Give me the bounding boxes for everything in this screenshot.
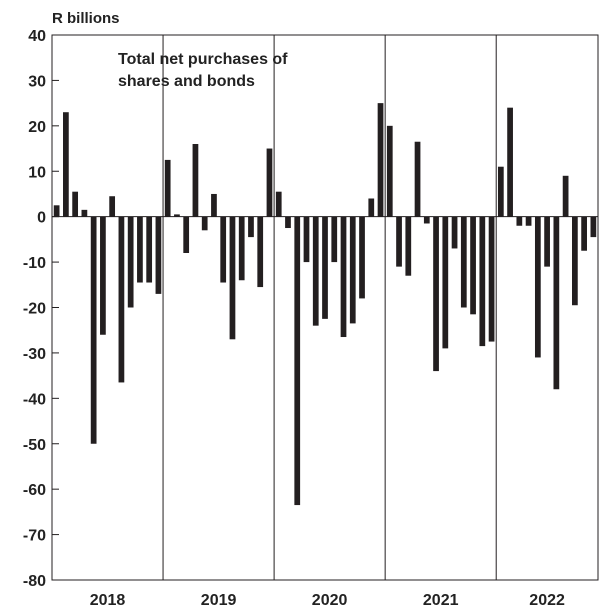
bar (275, 191, 282, 217)
bar (72, 191, 79, 217)
bar (137, 216, 143, 283)
bar (581, 216, 587, 251)
annotation-line-1: Total net purchases of (118, 51, 288, 68)
bar (312, 216, 319, 326)
bar (572, 216, 578, 306)
bar (285, 216, 291, 229)
y-tick-label: -30 (23, 346, 46, 363)
y-tick-label: -40 (23, 391, 46, 408)
y-tick-label: 30 (28, 73, 46, 90)
y-tick-label: 0 (37, 210, 46, 227)
bar (590, 216, 597, 238)
bar (201, 216, 208, 231)
y-tick-label: -20 (23, 301, 46, 318)
bar (303, 216, 310, 263)
bar (544, 216, 550, 267)
y-tick-label: 40 (28, 28, 46, 45)
bar (405, 216, 412, 276)
y-axis-unit-label: R billions (52, 10, 120, 27)
bar (442, 216, 449, 349)
x-year-label: 2019 (201, 592, 237, 609)
bar (562, 175, 569, 217)
x-year-label: 2021 (423, 592, 459, 609)
bar (183, 216, 190, 253)
bar (266, 148, 273, 217)
bar (155, 216, 162, 294)
year-dividers (162, 35, 497, 580)
bar (192, 144, 199, 217)
bar (553, 216, 560, 390)
bar (386, 125, 393, 217)
bar (100, 216, 106, 335)
bar (229, 216, 236, 340)
bar (423, 216, 430, 224)
bar (211, 193, 217, 217)
bar (359, 216, 365, 299)
y-tick-label: 10 (28, 164, 46, 181)
x-year-label: 2018 (90, 592, 126, 609)
bar (368, 198, 375, 217)
bar (294, 216, 301, 506)
bar (470, 216, 476, 315)
x-year-label: 2022 (529, 592, 565, 609)
x-year-labels: 2018 2019 2020 2021 2022 (90, 592, 565, 609)
bar (414, 141, 421, 217)
bar (81, 209, 88, 217)
bar (118, 216, 125, 383)
bar (479, 216, 486, 347)
bar (516, 216, 523, 226)
bar (127, 216, 134, 308)
bar (396, 216, 402, 267)
bar (63, 112, 69, 217)
bar (377, 103, 384, 217)
bar (174, 214, 180, 217)
y-tick-labels: 40 30 20 10 0 -10 -20 -30 -40 -50 -60 -70 -80 (23, 28, 46, 590)
x-year-label: 2020 (312, 592, 348, 609)
bar (488, 216, 495, 342)
y-tick-label: 20 (28, 119, 46, 136)
annotation-line-2: shares and bonds (118, 73, 255, 90)
y-tick-label: -10 (23, 255, 46, 272)
bar (331, 216, 338, 263)
y-tick-label: -70 (23, 528, 46, 545)
bar (460, 216, 467, 308)
bar (525, 216, 532, 226)
y-tick-label: -50 (23, 437, 46, 454)
bar (340, 216, 347, 338)
bars (53, 103, 597, 506)
bar (248, 216, 254, 238)
bar (109, 196, 116, 217)
bar (497, 166, 504, 217)
bar (90, 216, 97, 444)
y-tick-label: -80 (23, 573, 46, 590)
y-tick-marks (52, 34, 59, 581)
bar (507, 107, 513, 217)
bar (220, 216, 227, 283)
bar (349, 216, 356, 324)
bar (433, 216, 439, 372)
bar (534, 216, 541, 358)
bar (451, 216, 458, 249)
bar (238, 216, 245, 281)
bar (257, 216, 264, 288)
bar (146, 216, 153, 283)
bar (53, 205, 60, 217)
bar (164, 159, 171, 217)
bar (322, 216, 328, 319)
y-tick-label: -60 (23, 482, 46, 499)
